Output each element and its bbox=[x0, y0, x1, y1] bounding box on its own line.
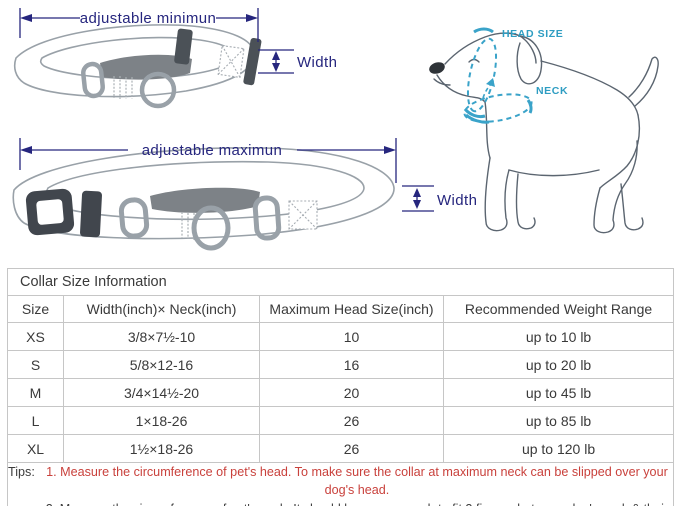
puppy-outline bbox=[433, 32, 659, 234]
dog-nose bbox=[429, 62, 445, 74]
adjustable-maximum-label: adjustable maximun bbox=[142, 142, 283, 159]
tips-block: Tips: 1. Measure the circumference of pe… bbox=[8, 463, 673, 506]
col-header-width-neck: Width(inch)× Neck(inch) bbox=[63, 295, 260, 323]
table-title: Collar Size Information bbox=[6, 268, 675, 296]
tip-item-2: 2. Measure the circumference of pet's ne… bbox=[41, 500, 673, 506]
collar-size-table: Collar Size Information Size Width(inch)… bbox=[6, 268, 675, 506]
size-cell: S bbox=[7, 350, 64, 379]
table-row: L 1×18-26 26 up to 85 lb bbox=[7, 406, 675, 435]
adjustable-minimum-label: adjustable minimun bbox=[80, 10, 216, 27]
stitch-box bbox=[217, 44, 245, 79]
end-tab bbox=[243, 37, 262, 86]
width-neck-cell: 1½×18-26 bbox=[63, 434, 260, 463]
roller-ring bbox=[252, 195, 282, 241]
measurement-loops bbox=[463, 27, 533, 124]
strap-ribs bbox=[113, 76, 133, 99]
max-head-cell: 10 bbox=[259, 322, 444, 351]
collar-minimum-diagram: adjustable minimun Width bbox=[13, 8, 337, 109]
arrow-up-icon bbox=[272, 51, 280, 60]
neoprene-pad bbox=[150, 187, 260, 213]
tips-label: Tips: bbox=[8, 465, 35, 479]
table-row: S 5/8×12-16 16 up to 20 lb bbox=[7, 350, 675, 379]
width-label-max: Width bbox=[437, 192, 477, 209]
d-ring bbox=[191, 205, 231, 251]
slider-ring bbox=[81, 61, 105, 99]
head-size-label: HEAD SIZE bbox=[502, 28, 563, 40]
width-neck-cell: 3/8×7½-10 bbox=[63, 322, 260, 351]
table-title-row: Collar Size Information bbox=[6, 268, 675, 296]
width-neck-cell: 5/8×12-16 bbox=[63, 350, 260, 379]
max-head-cell: 20 bbox=[259, 378, 444, 407]
arrow-down-icon bbox=[272, 63, 280, 72]
neoprene-pad bbox=[100, 54, 192, 80]
max-head-cell: 16 bbox=[259, 350, 444, 379]
arrow-down-icon bbox=[413, 200, 421, 209]
neck-loop bbox=[463, 93, 533, 123]
max-head-cell: 26 bbox=[259, 434, 444, 463]
arrow-left-icon bbox=[20, 14, 32, 22]
arrow-right-icon bbox=[246, 14, 258, 22]
size-cell: L bbox=[7, 406, 64, 435]
min-dimension-lines bbox=[19, 8, 294, 74]
arrow-left-icon bbox=[20, 146, 32, 154]
measure-arrow-icon bbox=[486, 78, 495, 87]
collar-maximum-diagram: adjustable maximun Width bbox=[12, 138, 477, 251]
size-cell: XL bbox=[7, 434, 64, 463]
weight-cell: up to 85 lb bbox=[442, 406, 675, 435]
neck-label: NECK bbox=[536, 85, 568, 97]
width-neck-cell: 3/4×14½-20 bbox=[63, 378, 260, 407]
stitch-box bbox=[288, 200, 318, 230]
table-row: XS 3/8×7½-10 10 up to 10 lb bbox=[7, 322, 675, 351]
slider-ring bbox=[118, 197, 150, 239]
col-header-max-head: Maximum Head Size(inch) bbox=[259, 295, 444, 323]
col-header-size: Size bbox=[7, 295, 64, 323]
arrow-up-icon bbox=[413, 188, 421, 197]
tips-row: Tips: 1. Measure the circumference of pe… bbox=[6, 462, 675, 506]
d-ring bbox=[139, 71, 177, 109]
max-dimension-lines bbox=[19, 138, 434, 212]
arrow-right-icon bbox=[384, 146, 396, 154]
table-row: M 3/4×14½-20 20 up to 45 lb bbox=[7, 378, 675, 407]
strap-keeper bbox=[80, 190, 102, 238]
weight-cell: up to 120 lb bbox=[442, 434, 675, 463]
dog-measurement-diagram: HEAD SIZE NECK bbox=[429, 27, 659, 234]
buckle bbox=[25, 188, 75, 236]
max-head-cell: 26 bbox=[259, 406, 444, 435]
weight-cell: up to 20 lb bbox=[442, 350, 675, 379]
weight-cell: up to 10 lb bbox=[442, 322, 675, 351]
tip-item-1: 1. Measure the circumference of pet's he… bbox=[46, 465, 668, 498]
width-neck-cell: 1×18-26 bbox=[63, 406, 260, 435]
table-header-row: Size Width(inch)× Neck(inch) Maximum Hea… bbox=[7, 295, 675, 323]
size-cell: XS bbox=[7, 322, 64, 351]
weight-cell: up to 45 lb bbox=[442, 378, 675, 407]
col-header-weight: Recommended Weight Range bbox=[442, 295, 675, 323]
size-cell: M bbox=[7, 378, 64, 407]
width-label-min: Width bbox=[297, 54, 337, 71]
head-size-loop bbox=[466, 37, 498, 113]
table-row: XL 1½×18-26 26 up to 120 lb bbox=[7, 434, 675, 463]
tips-lines: 1. Measure the circumference of pet's he… bbox=[41, 463, 673, 506]
strap-keeper bbox=[174, 28, 193, 65]
